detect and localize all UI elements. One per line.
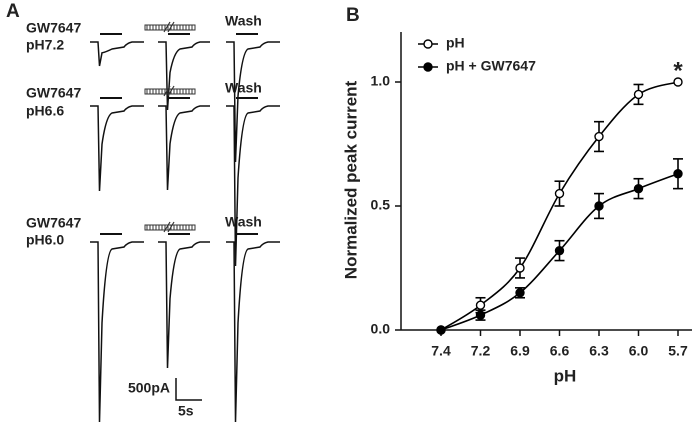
data-point xyxy=(673,169,683,179)
data-point xyxy=(633,183,644,194)
legend-label: pH xyxy=(446,35,465,51)
x-tick-label: 6.6 xyxy=(550,343,570,359)
legend-marker xyxy=(423,39,433,49)
x-tick-label: 7.4 xyxy=(431,343,451,359)
data-point xyxy=(436,325,446,335)
x-tick-label: 6.0 xyxy=(629,343,649,359)
x-tick-label: 6.9 xyxy=(510,343,530,359)
data-point xyxy=(594,131,604,142)
break xyxy=(163,85,171,97)
drug-bar xyxy=(144,21,196,33)
drug-label: GW7647 xyxy=(26,85,81,101)
data-point xyxy=(515,288,525,298)
ph-label: pH7.2 xyxy=(26,37,64,53)
x-tick-label: 7.2 xyxy=(471,343,491,359)
current-trace xyxy=(90,105,144,192)
y-tick-label: 1.0 xyxy=(371,73,391,89)
break xyxy=(167,221,175,233)
annotation: * xyxy=(673,57,683,84)
data-point xyxy=(475,310,486,320)
data-point xyxy=(673,77,683,87)
data-point xyxy=(554,245,565,256)
drug-bar xyxy=(144,85,196,97)
drug-label: GW7647 xyxy=(26,20,81,36)
y-tick-label: 0.0 xyxy=(371,321,391,337)
break xyxy=(167,21,175,33)
wash-label: Wash xyxy=(225,80,262,96)
data-point xyxy=(475,300,486,310)
current-trace xyxy=(226,105,280,267)
legend-label: pH + GW7647 xyxy=(446,58,536,74)
data-point xyxy=(633,89,644,100)
drug-bar-outline xyxy=(144,24,196,31)
y-tick-label: 0.5 xyxy=(371,197,391,213)
current-trace xyxy=(158,241,210,369)
ph-label: pH6.0 xyxy=(26,232,64,248)
panel-label: B xyxy=(346,5,360,26)
current-trace xyxy=(158,41,210,111)
scale-bar xyxy=(175,378,202,401)
x-axis-label: pH xyxy=(554,366,577,385)
data-point xyxy=(594,201,604,211)
x-tick-label: 5.7 xyxy=(668,343,688,359)
legend-marker xyxy=(423,62,433,72)
drug-bar-outline xyxy=(144,88,196,95)
x-tick-label: 6.3 xyxy=(589,343,609,359)
break xyxy=(163,21,171,33)
wash-label: Wash xyxy=(225,214,262,230)
data-point xyxy=(515,263,525,273)
scale-label: 500pA xyxy=(128,380,170,396)
drug-bar xyxy=(144,221,196,233)
break xyxy=(163,221,171,233)
current-trace xyxy=(158,105,210,191)
current-trace xyxy=(226,41,280,163)
scale-label: 5s xyxy=(178,403,194,419)
current-trace xyxy=(90,241,144,423)
chart: pH Normalized peak current 0.0 0.5 1.0 7.4 7… xyxy=(341,32,692,385)
current-trace xyxy=(226,241,280,423)
break xyxy=(167,85,175,97)
wash-label: Wash xyxy=(225,13,262,29)
drug-bar-outline xyxy=(144,224,196,231)
current-trace xyxy=(90,41,144,67)
ph-label: pH6.6 xyxy=(26,103,64,119)
panel-label: A xyxy=(6,1,20,22)
drug-label: GW7647 xyxy=(26,215,81,231)
data-point xyxy=(554,188,565,199)
y-axis-label: Normalized peak current xyxy=(341,80,360,279)
traces xyxy=(90,21,280,423)
